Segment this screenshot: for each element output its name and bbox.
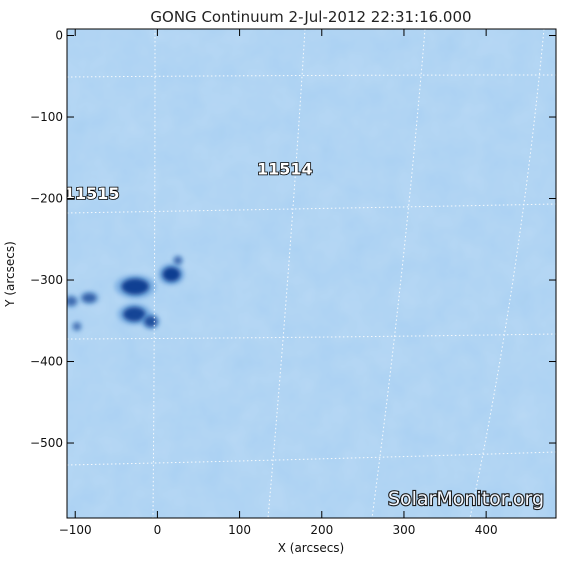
y-tick-label: −400 — [30, 355, 63, 369]
x-tick-label: 0 — [154, 523, 162, 537]
y-tick-label: 0 — [55, 29, 63, 43]
photosphere-texture — [67, 29, 556, 518]
y-axis: 0 −100 −200 −300 −400 −500 — [30, 29, 556, 450]
y-tick-label: −100 — [30, 110, 63, 124]
grid-latitude-line — [67, 203, 556, 214]
x-axis: −100 0 100 200 300 400 — [59, 29, 498, 537]
y-tick-label: −500 — [30, 436, 63, 450]
active-region-label: 11514 — [257, 159, 313, 178]
x-tick-label: 300 — [393, 523, 416, 537]
y-axis-label: Y (arcsecs) — [3, 241, 17, 308]
heliographic-grid — [67, 29, 556, 518]
chart-title: GONG Continuum 2-Jul-2012 22:31:16.000 — [150, 8, 471, 26]
x-axis-label: X (arcsecs) — [278, 541, 345, 555]
active-region-label: 11515 — [64, 184, 120, 203]
sunspot — [140, 313, 161, 331]
x-tick-label: 100 — [228, 523, 251, 537]
y-tick-label: −300 — [30, 273, 63, 287]
x-tick-label: 400 — [475, 523, 498, 537]
plot-frame — [66, 28, 557, 519]
grid-latitude-line — [67, 74, 556, 78]
sunspot — [78, 290, 101, 306]
watermark-text: SolarMonitor.org — [388, 488, 544, 510]
grid-longitude-line — [152, 29, 156, 518]
sunspot — [171, 254, 185, 267]
sunspot — [70, 320, 84, 333]
sunspot — [67, 293, 80, 309]
x-tick-label: 200 — [310, 523, 333, 537]
y-tick-label: −200 — [30, 192, 63, 206]
x-tick-label: −100 — [59, 523, 92, 537]
active-region-labels: 11515 11514 — [64, 159, 313, 204]
plot-area: 11515 11514 SolarMonitor.org — [64, 29, 556, 518]
sunspot — [114, 274, 157, 299]
sunspot — [157, 263, 185, 286]
grid-latitude-line — [67, 451, 556, 466]
sunspot-group — [67, 254, 185, 333]
grid-latitude-line — [67, 333, 556, 340]
grid-longitude-line — [469, 29, 545, 518]
